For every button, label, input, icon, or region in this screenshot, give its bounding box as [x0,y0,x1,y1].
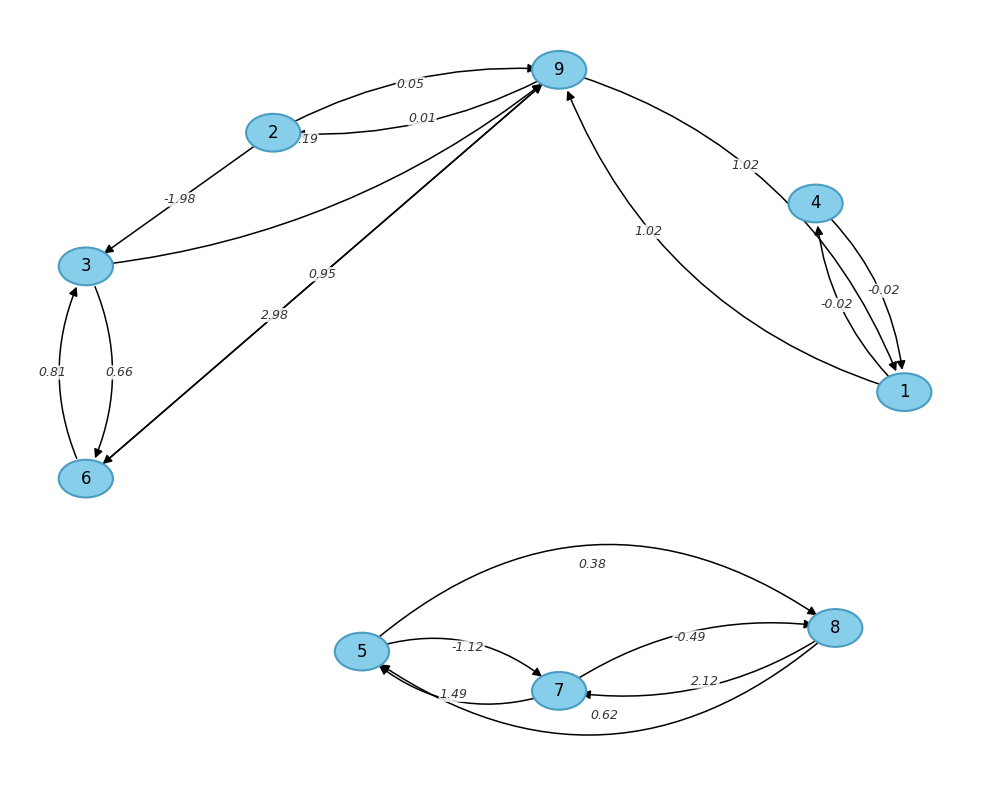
Text: 7: 7 [554,682,564,700]
Text: 0.66: 0.66 [105,366,133,379]
Text: -0.49: -0.49 [673,631,706,644]
Ellipse shape [877,374,931,411]
Text: 0.95: 0.95 [309,268,337,281]
Text: 3: 3 [81,258,91,275]
FancyArrowPatch shape [104,84,542,463]
Text: 1.49: 1.49 [439,688,467,702]
Text: 2: 2 [268,124,279,142]
FancyArrowPatch shape [383,638,541,676]
Text: 9: 9 [554,61,564,79]
FancyArrowPatch shape [293,65,535,122]
Text: 0.38: 0.38 [579,558,607,570]
FancyArrowPatch shape [297,80,540,138]
Ellipse shape [532,51,586,89]
Ellipse shape [59,460,113,498]
Text: 2.98: 2.98 [261,309,289,322]
FancyArrowPatch shape [59,288,77,458]
FancyArrowPatch shape [380,666,538,704]
Text: 5: 5 [357,642,367,661]
Text: 4: 4 [810,194,821,213]
FancyArrowPatch shape [379,545,816,637]
FancyArrowPatch shape [382,642,818,735]
Text: 0.19: 0.19 [290,134,318,146]
Text: -1.98: -1.98 [163,193,196,206]
FancyArrowPatch shape [95,286,113,457]
FancyArrowPatch shape [567,92,883,386]
FancyArrowPatch shape [583,640,817,698]
FancyArrowPatch shape [831,219,905,368]
Ellipse shape [808,609,862,647]
Text: 8: 8 [830,619,841,637]
FancyArrowPatch shape [815,227,889,377]
Text: 0.05: 0.05 [396,78,424,90]
Text: -1.12: -1.12 [452,641,484,654]
FancyArrowPatch shape [578,621,812,678]
Ellipse shape [788,185,843,222]
Text: 1.02: 1.02 [635,226,663,238]
Ellipse shape [335,633,389,670]
Text: 0.62: 0.62 [591,709,619,722]
Text: 6: 6 [81,470,91,488]
Text: 2.12: 2.12 [691,675,719,688]
Text: 0.01: 0.01 [408,112,436,125]
Text: -0.02: -0.02 [867,284,900,298]
FancyArrowPatch shape [103,86,541,464]
Ellipse shape [532,672,586,710]
Text: 1.02: 1.02 [732,159,760,172]
Text: 0.81: 0.81 [39,366,67,379]
Ellipse shape [246,114,300,151]
Ellipse shape [59,247,113,286]
Text: 1: 1 [899,383,910,401]
Text: -0.02: -0.02 [820,298,853,311]
FancyArrowPatch shape [580,77,896,370]
FancyArrowPatch shape [108,85,540,264]
FancyArrowPatch shape [105,146,255,253]
